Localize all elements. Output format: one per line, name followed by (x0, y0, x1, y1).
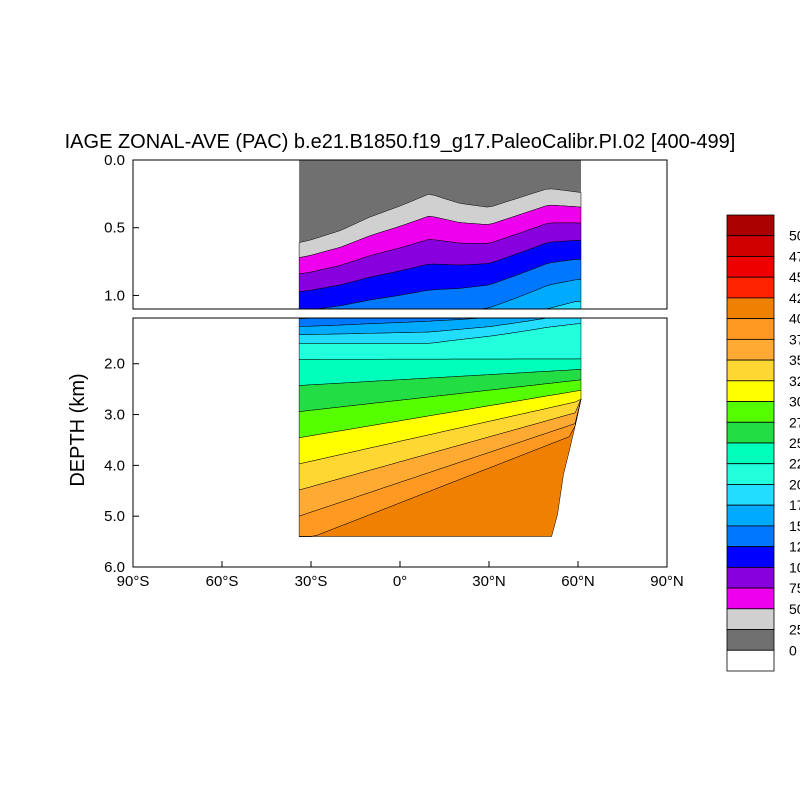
colorbar-label: 50 (789, 228, 800, 244)
colorbar-box (726, 525, 775, 548)
x-tick-label: 30°S (295, 573, 328, 590)
colorbar-label: 30 (789, 394, 800, 410)
colorbar-label: 75 (789, 580, 800, 596)
colorbar-label: 15 (789, 518, 800, 534)
y-tick-label: 6.0 (104, 559, 125, 576)
colorbar-label: 32 (789, 373, 800, 389)
colorbar-label: 20 (789, 476, 800, 492)
colorbar-box (726, 235, 775, 257)
colorbar-label: 10 (789, 559, 800, 575)
colorbar-label: 12 (789, 539, 800, 555)
colorbar-box (726, 297, 775, 320)
colorbar-label: 27 (789, 414, 800, 430)
colorbar-box (726, 442, 775, 465)
age-band-0 (299, 160, 581, 243)
colorbar-label: 40 (789, 311, 800, 327)
colorbar-box (726, 649, 775, 672)
x-tick-label: 60°S (206, 573, 239, 590)
colorbar-box (726, 214, 775, 237)
colorbar-label: 17 (789, 497, 800, 513)
y-tick-label: 0.0 (104, 152, 125, 169)
colorbar-box (726, 421, 775, 444)
y-axis-label: DEPTH (km) (67, 373, 89, 486)
x-tick-label: 0° (393, 573, 407, 590)
colorbar-box (726, 504, 775, 527)
colorbar-label: 42 (789, 290, 800, 306)
y-tick-label: 4.0 (104, 457, 125, 474)
colorbar-label: 35 (789, 352, 800, 368)
colorbar-box (726, 608, 775, 630)
colorbar-box (726, 276, 775, 299)
x-tick-label: 90°N (650, 573, 684, 590)
x-tick-label: 90°S (117, 573, 150, 590)
colorbar-box (726, 380, 775, 402)
x-tick-label: 60°N (561, 573, 595, 590)
colorbar-box (726, 629, 775, 651)
colorbar-label: 22 (789, 456, 800, 472)
top-panel (298, 160, 582, 310)
y-tick-label: 1.0 (104, 287, 125, 304)
colorbar-label: 25 (789, 622, 800, 638)
colorbar-box (726, 566, 775, 589)
colorbar-label: 25 (789, 435, 800, 451)
colorbar: 50 47 45 42 40 37 35 32 30 27 25 22 20 17 15 12 10 75 50 25… (726, 214, 800, 672)
colorbar-box (726, 587, 775, 610)
colorbar-box (726, 338, 775, 361)
colorbar-box (726, 401, 775, 423)
axes: 90°S 60°S 30°S 0° 30°N 60°N 90°N 0.0 0.5 1.0 2.0 3.… (104, 152, 684, 590)
colorbar-label: 50 (789, 601, 800, 617)
colorbar-box (726, 318, 775, 340)
colorbar-box (726, 463, 775, 485)
y-tick-label: 3.0 (104, 407, 125, 424)
age-band-400 (299, 399, 582, 537)
colorbar-box (726, 546, 775, 568)
y-tick-label: 2.0 (104, 356, 125, 373)
colorbar-box (726, 256, 775, 278)
chart-title: IAGE ZONAL-AVE (PAC) b.e21.B1850.f19_g17… (65, 131, 736, 153)
colorbar-box (726, 359, 775, 382)
colorbar-label: 37 (789, 331, 800, 347)
y-tick-label: 5.0 (104, 508, 125, 525)
colorbar-box (726, 484, 775, 506)
colorbar-label: 45 (789, 269, 800, 285)
top-panel-frame (132, 159, 668, 310)
colorbar-label: 0 (789, 642, 797, 658)
colorbar-label: 47 (789, 248, 800, 264)
y-tick-label: 0.5 (104, 220, 125, 237)
x-tick-label: 30°N (472, 573, 506, 590)
bottom-panel (298, 317, 582, 537)
